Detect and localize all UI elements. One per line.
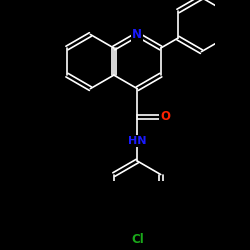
Text: O: O: [160, 110, 170, 123]
Text: Cl: Cl: [131, 233, 144, 246]
Text: HN: HN: [128, 136, 146, 146]
Text: N: N: [132, 28, 142, 41]
